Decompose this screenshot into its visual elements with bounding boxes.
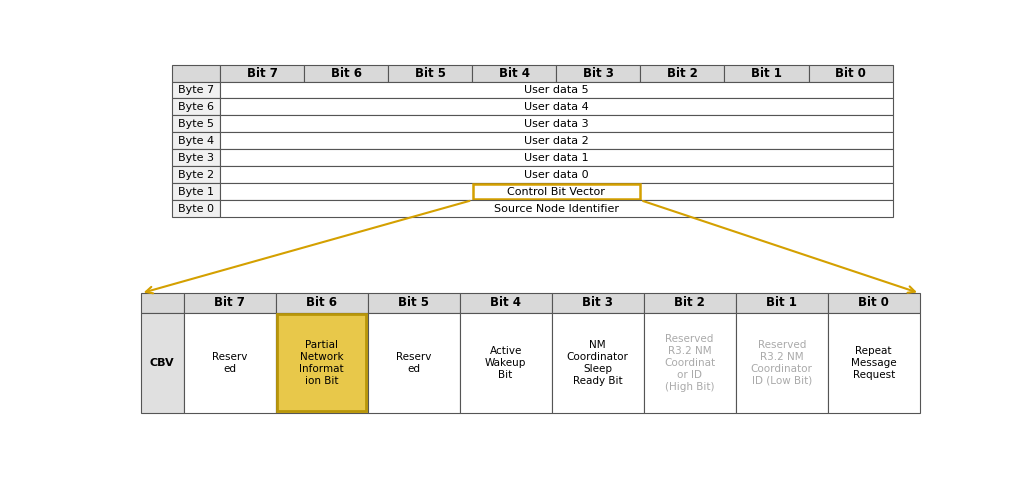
Text: Bit 6: Bit 6 (306, 297, 337, 309)
Text: Byte 5: Byte 5 (178, 119, 214, 129)
Text: CBV: CBV (150, 357, 175, 368)
Text: Control Bit Vector: Control Bit Vector (508, 187, 605, 197)
Text: Bit 5: Bit 5 (398, 297, 429, 309)
Text: Byte 2: Byte 2 (178, 169, 214, 180)
Bar (183, 293, 275, 313)
Text: Reserved
R3.2 NM
Coordinator
ID (Low Bit): Reserved R3.2 NM Coordinator ID (Low Bit… (751, 339, 813, 386)
Text: Byte 7: Byte 7 (178, 85, 214, 95)
Bar (220, 150, 892, 166)
Text: User data 4: User data 4 (524, 102, 588, 112)
Text: Bit 5: Bit 5 (415, 67, 446, 79)
Bar (220, 65, 304, 81)
Bar (172, 65, 220, 81)
Bar (141, 293, 183, 313)
Bar (220, 166, 892, 183)
Text: Byte 0: Byte 0 (178, 204, 214, 214)
Bar (277, 314, 366, 411)
Text: Byte 6: Byte 6 (178, 102, 214, 112)
Text: Bit 3: Bit 3 (583, 67, 614, 79)
Bar (551, 293, 643, 313)
Text: Active
Wakeup
Bit: Active Wakeup Bit (485, 346, 526, 379)
Bar (367, 293, 459, 313)
Bar (735, 313, 828, 412)
Bar (556, 65, 640, 81)
Text: Byte 1: Byte 1 (178, 187, 214, 197)
Bar (643, 293, 735, 313)
Text: Reserv
ed: Reserv ed (396, 352, 431, 374)
Bar (275, 293, 367, 313)
Bar (172, 183, 220, 200)
Text: Bit 1: Bit 1 (751, 67, 782, 79)
Bar (459, 313, 551, 412)
Text: Bit 2: Bit 2 (674, 297, 705, 309)
Bar (220, 132, 892, 150)
Bar (725, 65, 809, 81)
Text: Bit 0: Bit 0 (835, 67, 866, 79)
Text: Reserved
R3.2 NM
Coordinat
or ID
(High Bit): Reserved R3.2 NM Coordinat or ID (High B… (664, 334, 716, 392)
Text: Bit 4: Bit 4 (490, 297, 521, 309)
Bar (220, 200, 892, 217)
Text: User data 2: User data 2 (524, 136, 588, 146)
Bar (275, 313, 367, 412)
Bar (459, 293, 551, 313)
Text: Repeat
Message
Request: Repeat Message Request (851, 346, 896, 379)
Bar (183, 313, 275, 412)
Bar (172, 200, 220, 217)
Text: Source Node Identifier: Source Node Identifier (494, 204, 618, 214)
Text: Bit 4: Bit 4 (498, 67, 529, 79)
Bar (172, 132, 220, 150)
Bar (388, 65, 473, 81)
Bar (551, 313, 643, 412)
Text: Bit 7: Bit 7 (246, 67, 277, 79)
Bar (141, 313, 183, 412)
Bar (828, 313, 920, 412)
Text: User data 3: User data 3 (524, 119, 588, 129)
Text: Partial
Network
Informat
ion Bit: Partial Network Informat ion Bit (299, 339, 344, 386)
Text: Bit 3: Bit 3 (582, 297, 613, 309)
Bar (220, 81, 892, 98)
Text: Bit 6: Bit 6 (331, 67, 362, 79)
Bar (828, 293, 920, 313)
Bar (304, 65, 388, 81)
Bar (220, 98, 892, 115)
Bar (473, 184, 640, 199)
Bar (473, 65, 556, 81)
Text: Byte 4: Byte 4 (178, 136, 214, 146)
Text: Bit 1: Bit 1 (766, 297, 797, 309)
Text: Bit 2: Bit 2 (667, 67, 698, 79)
Bar (643, 313, 735, 412)
Bar (809, 65, 892, 81)
Text: Bit 0: Bit 0 (858, 297, 889, 309)
Bar (172, 98, 220, 115)
Bar (220, 183, 892, 200)
Bar (172, 166, 220, 183)
Text: Reserv
ed: Reserv ed (212, 352, 247, 374)
Bar (367, 313, 459, 412)
Bar (735, 293, 828, 313)
Bar (220, 115, 892, 132)
Text: Bit 7: Bit 7 (214, 297, 245, 309)
Text: User data 5: User data 5 (524, 85, 588, 95)
Bar (172, 81, 220, 98)
Text: NM
Coordinator
Sleep
Ready Bit: NM Coordinator Sleep Ready Bit (567, 339, 629, 386)
Bar (172, 115, 220, 132)
Text: Byte 3: Byte 3 (178, 153, 214, 163)
Text: User data 1: User data 1 (524, 153, 588, 163)
Bar (640, 65, 725, 81)
Text: User data 0: User data 0 (524, 169, 588, 180)
Bar (172, 150, 220, 166)
